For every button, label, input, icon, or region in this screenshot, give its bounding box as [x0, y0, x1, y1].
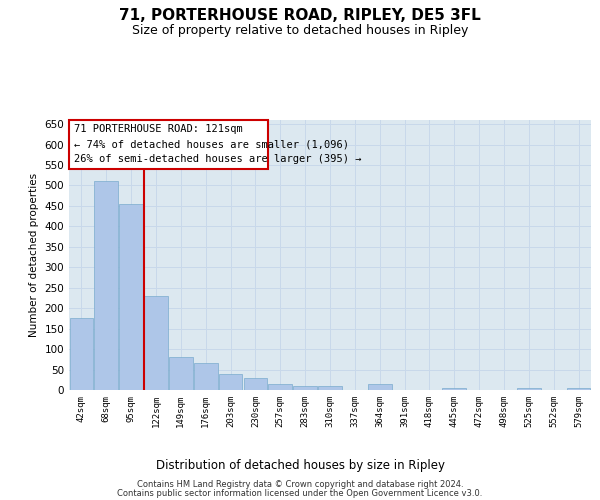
Bar [442, 388, 466, 390]
Text: Contains public sector information licensed under the Open Government Licence v3: Contains public sector information licen… [118, 489, 482, 498]
Bar [144, 296, 168, 390]
Text: Size of property relative to detached houses in Ripley: Size of property relative to detached ho… [132, 24, 468, 37]
Bar [94, 182, 118, 390]
Bar [70, 318, 93, 390]
Bar [219, 374, 242, 390]
Bar [293, 386, 317, 390]
Text: Distribution of detached houses by size in Ripley: Distribution of detached houses by size … [155, 460, 445, 472]
Bar [119, 204, 143, 390]
Bar [268, 384, 292, 390]
Text: 71, PORTERHOUSE ROAD, RIPLEY, DE5 3FL: 71, PORTERHOUSE ROAD, RIPLEY, DE5 3FL [119, 8, 481, 22]
Text: 71 PORTERHOUSE ROAD: 121sqm: 71 PORTERHOUSE ROAD: 121sqm [74, 124, 242, 134]
Bar [244, 378, 267, 390]
Y-axis label: Number of detached properties: Number of detached properties [29, 173, 39, 337]
Bar [368, 384, 392, 390]
Bar [169, 358, 193, 390]
Text: 26% of semi-detached houses are larger (395) →: 26% of semi-detached houses are larger (… [74, 154, 361, 164]
Text: Contains HM Land Registry data © Crown copyright and database right 2024.: Contains HM Land Registry data © Crown c… [137, 480, 463, 489]
Bar [517, 388, 541, 390]
Text: ← 74% of detached houses are smaller (1,096): ← 74% of detached houses are smaller (1,… [74, 139, 349, 149]
Bar [567, 388, 590, 390]
Bar [318, 386, 342, 390]
Bar [194, 364, 218, 390]
